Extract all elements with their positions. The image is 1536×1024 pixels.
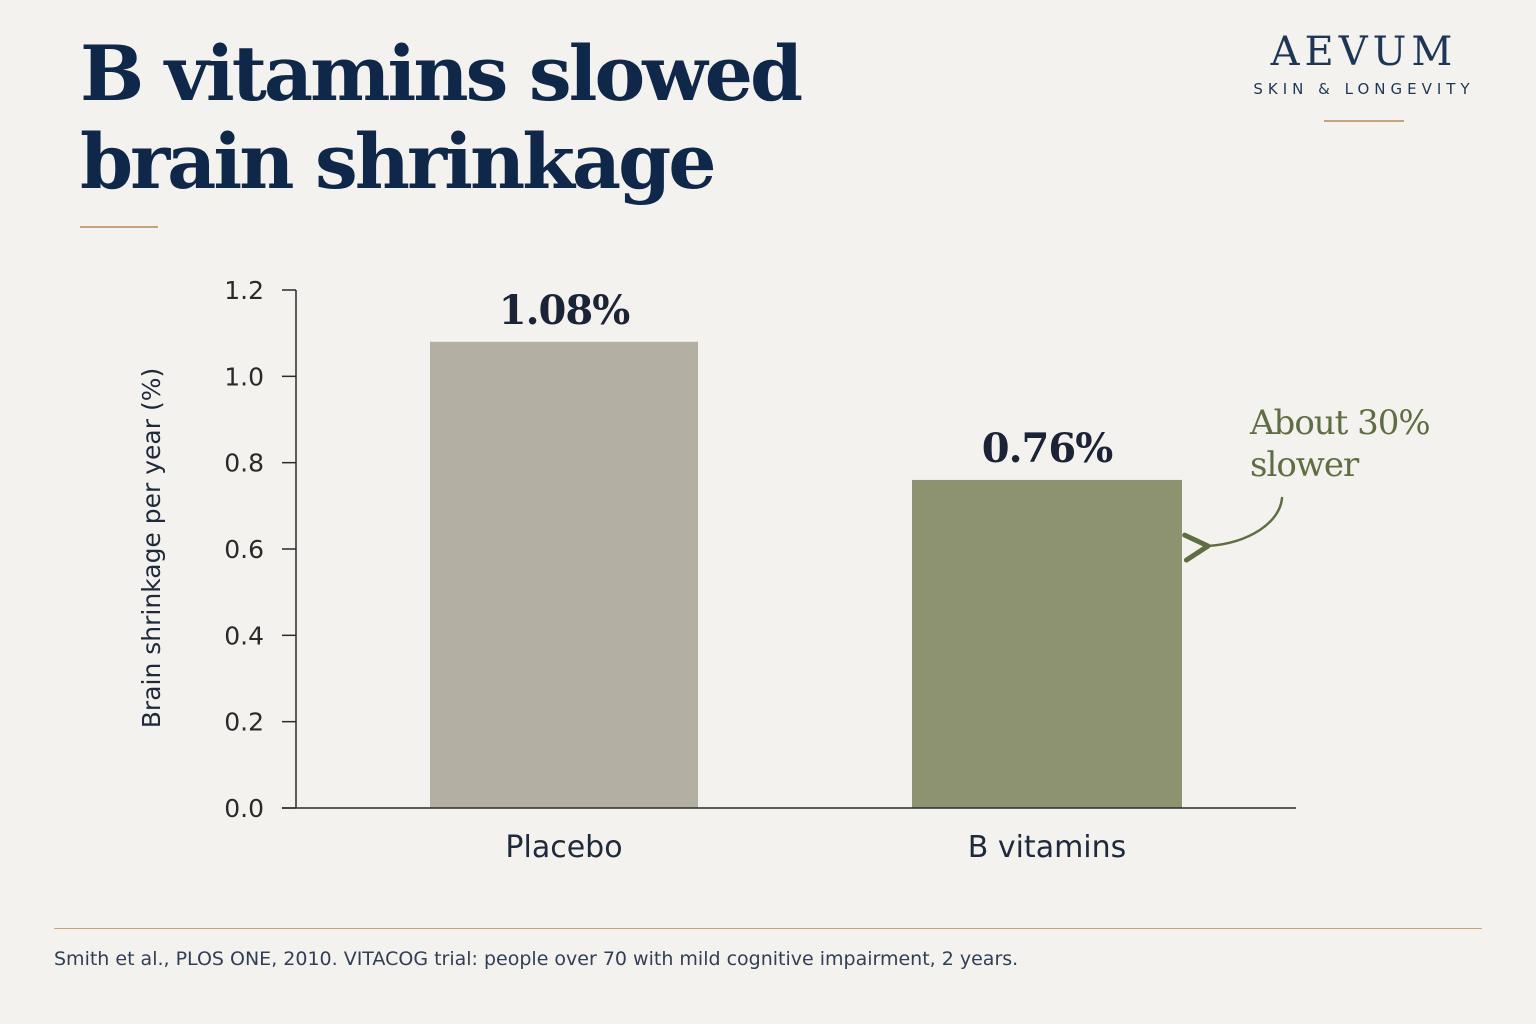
y-tick-label: 0.2 — [224, 708, 264, 737]
bar-b-vitamins — [912, 479, 1182, 808]
y-tick-label: 0.4 — [224, 621, 264, 650]
brand-logo: AEVUM SKIN & LONGEVITY — [1244, 28, 1484, 122]
bar-placebo — [430, 341, 698, 808]
x-tick-label-b-vitamins: B vitamins — [968, 830, 1127, 865]
y-tick-label: 0.6 — [224, 535, 264, 564]
title-underline — [80, 226, 158, 228]
footer-divider — [54, 928, 1482, 929]
source-note: Smith et al., PLOS ONE, 2010. VITACOG tr… — [54, 948, 1019, 970]
data-label-b-vitamins: 0.76% — [982, 425, 1113, 472]
page-title: B vitamins slowed brain shrinkage — [80, 29, 803, 206]
annotation-text: About 30% slower — [1249, 403, 1440, 485]
y-tick-label: 1.0 — [224, 362, 264, 391]
data-label-placebo: 1.08% — [499, 287, 630, 334]
x-tick-label-placebo: Placebo — [505, 830, 622, 865]
y-tick-label: 0.0 — [224, 794, 264, 823]
y-axis-label: Brain shrinkage per year (%) — [137, 368, 166, 728]
title-line-2: brain shrinkage — [80, 117, 717, 206]
brand-name: AEVUM — [1270, 29, 1458, 75]
annotation-arrow — [1182, 496, 1284, 563]
brand-tagline: SKIN & LONGEVITY — [1253, 80, 1475, 98]
y-tick-label: 0.8 — [224, 449, 264, 478]
y-tick-label: 1.2 — [224, 276, 264, 305]
title-line-1: B vitamins slowed — [80, 29, 803, 118]
brand-underline — [1324, 120, 1404, 122]
